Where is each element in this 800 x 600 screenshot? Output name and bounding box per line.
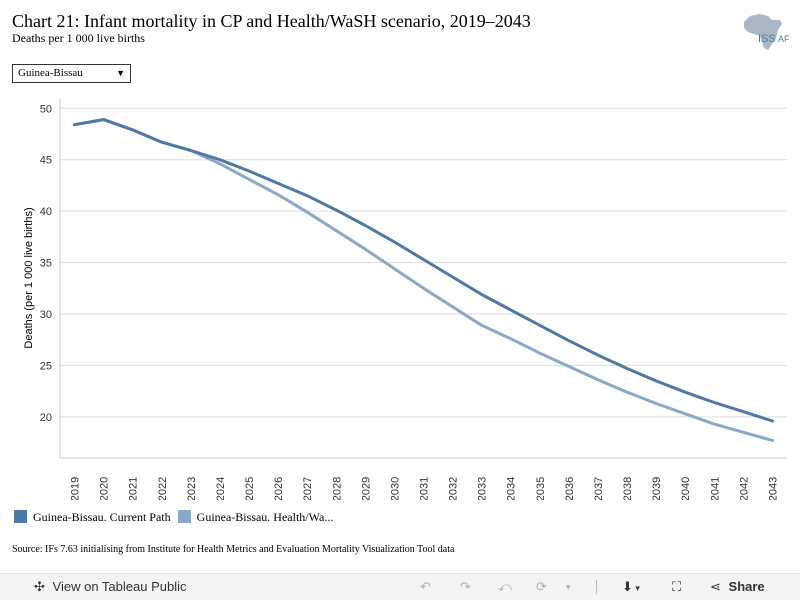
x-tick-label-2031: 2031	[419, 477, 431, 500]
fullscreen-icon[interactable]: ⛶	[672, 579, 682, 594]
x-tick-label-2042: 2042	[738, 477, 750, 500]
x-tick-label-2022: 2022	[157, 477, 169, 500]
share-button[interactable]: ⋖ Share	[710, 578, 765, 596]
y-tick-label-35: 35	[40, 258, 52, 270]
share-icon: ⋖	[710, 579, 721, 594]
x-tick-label-2032: 2032	[448, 477, 460, 500]
legend-label-health-wash: Guinea-Bissau. Health/Wa...	[196, 510, 334, 524]
x-tick-label-2027: 2027	[302, 477, 314, 500]
y-axis-title: Deaths (per 1 000 live births)	[23, 207, 35, 348]
x-tick-label-2033: 2033	[477, 477, 489, 500]
view-on-tableau-label: View on Tableau Public	[52, 579, 187, 594]
x-tick-label-2030: 2030	[389, 477, 401, 500]
y-tick-label-45: 45	[40, 155, 52, 167]
x-tick-label-2036: 2036	[564, 477, 576, 500]
refresh-menu-chevron-icon[interactable]: ▾	[566, 582, 571, 592]
share-label: Share	[728, 579, 765, 594]
view-on-tableau-button[interactable]: ✣ View on Tableau Public	[34, 578, 186, 596]
x-tick-label-2039: 2039	[651, 477, 663, 500]
y-tick-label-50: 50	[40, 103, 52, 115]
y-tick-label-30: 30	[40, 309, 52, 321]
x-tick-label-2035: 2035	[535, 477, 547, 500]
country-filter-value: Guinea-Bissau	[18, 67, 83, 79]
undo-icon[interactable]: ↶	[420, 579, 431, 594]
africa-map-icon	[744, 14, 782, 50]
tableau-icon: ✣	[34, 579, 45, 594]
x-tick-label-2019: 2019	[70, 477, 82, 500]
tableau-toolbar: ✣ View on Tableau Public ↶ ↷ ⤺ ⟳ ▾ ⬇ ▾ ⛶…	[0, 573, 800, 600]
y-tick-label-25: 25	[40, 360, 52, 372]
legend-label-current-path: Guinea-Bissau. Current Path	[33, 510, 171, 524]
y-tick-label-20: 20	[40, 412, 52, 424]
logo-text-cut: AF	[778, 34, 790, 44]
x-tick-label-2023: 2023	[186, 477, 198, 500]
x-tick-label-2034: 2034	[506, 477, 518, 500]
x-tick-label-2043: 2043	[767, 477, 779, 500]
x-tick-label-2038: 2038	[622, 477, 634, 500]
series-line-guinea-bissau-current-path	[73, 118, 774, 423]
logo-text: ISS	[758, 33, 776, 45]
refresh-icon[interactable]: ⟳	[536, 579, 547, 594]
chart-legend: Guinea-Bissau. Current Path Guinea-Bissa…	[14, 510, 337, 525]
source-note: Source: IFs 7.63 initialising from Insti…	[12, 544, 455, 555]
x-tick-label-2026: 2026	[273, 477, 285, 500]
legend-item-current-path[interactable]: Guinea-Bissau. Current Path	[14, 510, 171, 525]
download-icon[interactable]: ⬇ ▾	[622, 579, 640, 594]
legend-swatch-health-wash	[177, 510, 191, 523]
x-tick-label-2029: 2029	[360, 477, 372, 500]
x-tick-label-2020: 2020	[99, 477, 111, 500]
x-tick-label-2040: 2040	[680, 477, 692, 500]
iss-africa-logo: ISS AF	[744, 14, 790, 50]
x-tick-label-2025: 2025	[244, 477, 256, 500]
x-tick-label-2037: 2037	[593, 477, 605, 500]
y-tick-label-40: 40	[40, 206, 52, 218]
revert-icon[interactable]: ⤺	[498, 579, 512, 594]
legend-swatch-current-path	[14, 510, 27, 523]
redo-icon[interactable]: ↷	[460, 579, 471, 594]
chart-title: Chart 21: Infant mortality in CP and Hea…	[12, 11, 531, 31]
x-tick-label-2024: 2024	[215, 477, 227, 500]
country-filter-dropdown[interactable]: Guinea-Bissau ▼	[12, 64, 131, 83]
toolbar-divider	[596, 580, 597, 594]
series-line-guinea-bissau-health-wash	[73, 118, 774, 442]
x-tick-label-2028: 2028	[331, 477, 343, 500]
chevron-down-icon: ▼	[116, 68, 125, 78]
x-tick-label-2041: 2041	[709, 477, 721, 500]
legend-item-health-wash[interactable]: Guinea-Bissau. Health/Wa...	[177, 510, 334, 525]
x-tick-label-2021: 2021	[128, 477, 140, 500]
chart-subtitle: Deaths per 1 000 live births	[12, 31, 145, 45]
